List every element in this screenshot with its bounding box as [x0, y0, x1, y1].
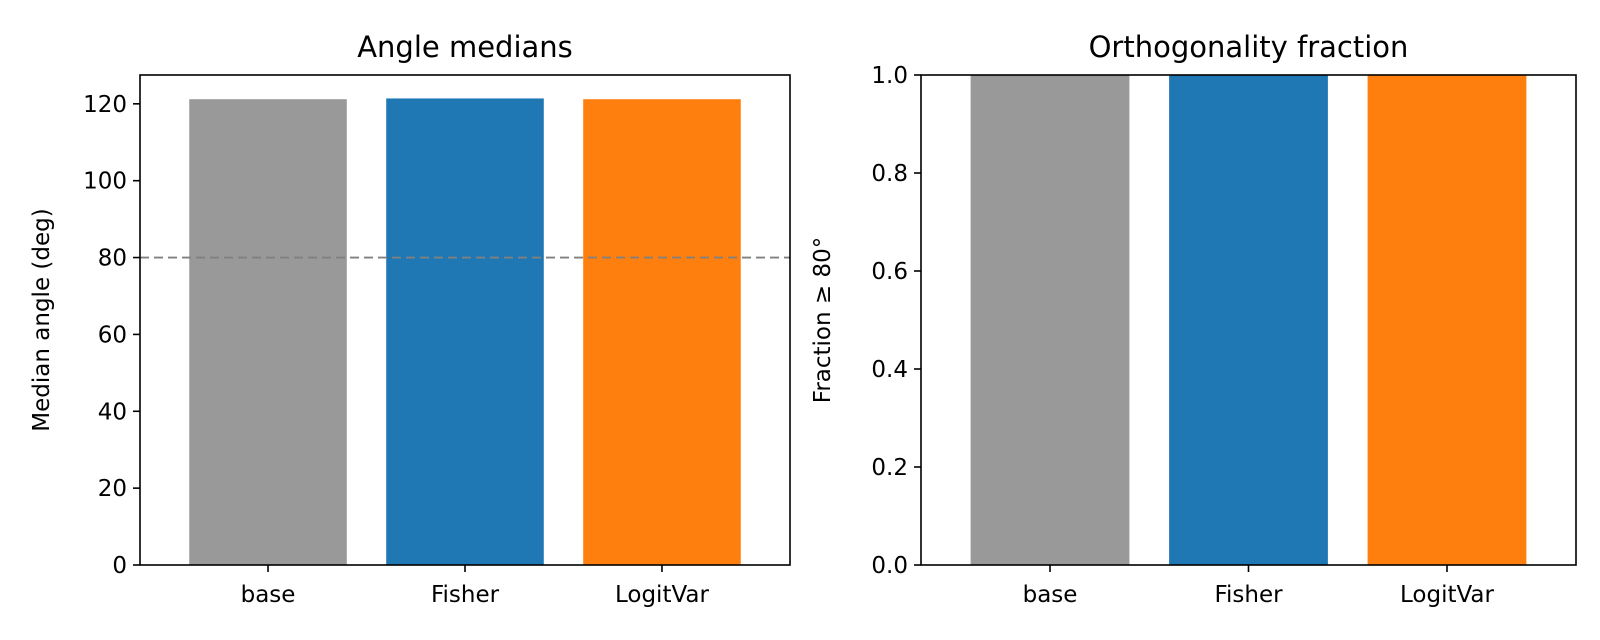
bar-fisher	[386, 98, 544, 565]
x-tick-label-fisher: Fisher	[1214, 582, 1283, 608]
y-tick-label: 60	[98, 322, 127, 348]
chart-panel-angle-medians: 0 20 40 60 80 100 120 base Fisher LogitVar Angle m…	[29, 30, 791, 608]
x-tick-label-logitvar: LogitVar	[615, 582, 710, 608]
chart-title: Angle medians	[357, 30, 573, 64]
y-tick-label: 0.4	[871, 357, 908, 383]
y-axis-label: Median angle (deg)	[29, 208, 55, 431]
x-tick-label-fisher: Fisher	[431, 582, 500, 608]
y-tick-label: 0	[112, 553, 127, 579]
y-tick-label: 0.2	[871, 455, 908, 481]
y-tick-label: 1.0	[871, 63, 908, 89]
y-tick-label: 0.8	[871, 161, 908, 187]
bar-logitvar	[583, 99, 741, 565]
bar-base	[189, 99, 347, 565]
y-tick-label: 120	[83, 92, 127, 118]
chart-title: Orthogonality fraction	[1089, 30, 1409, 64]
y-tick-label: 40	[98, 399, 127, 425]
bar-base	[970, 75, 1130, 565]
chart-panel-orthogonality-fraction: 0.0 0.2 0.4 0.6 0.8 1.0 base Fisher LogitVar Orth…	[810, 30, 1577, 608]
bar-logitvar	[1367, 75, 1527, 565]
bar-fisher	[1169, 75, 1328, 565]
y-axis-label: Fraction ≥ 80°	[810, 237, 836, 403]
x-tick-label-base: base	[1023, 582, 1078, 608]
y-tick-label: 0.0	[871, 553, 908, 579]
y-tick-label: 0.6	[871, 259, 908, 285]
x-tick-label-logitvar: LogitVar	[1400, 582, 1495, 608]
y-tick-label: 80	[98, 246, 127, 272]
x-tick-label-base: base	[241, 582, 296, 608]
y-tick-label: 100	[83, 169, 127, 195]
y-tick-label: 20	[98, 476, 127, 502]
